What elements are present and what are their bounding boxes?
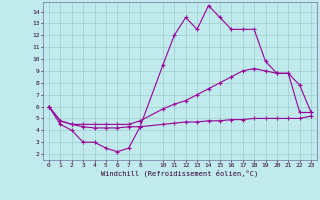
X-axis label: Windchill (Refroidissement éolien,°C): Windchill (Refroidissement éolien,°C) xyxy=(101,170,259,177)
